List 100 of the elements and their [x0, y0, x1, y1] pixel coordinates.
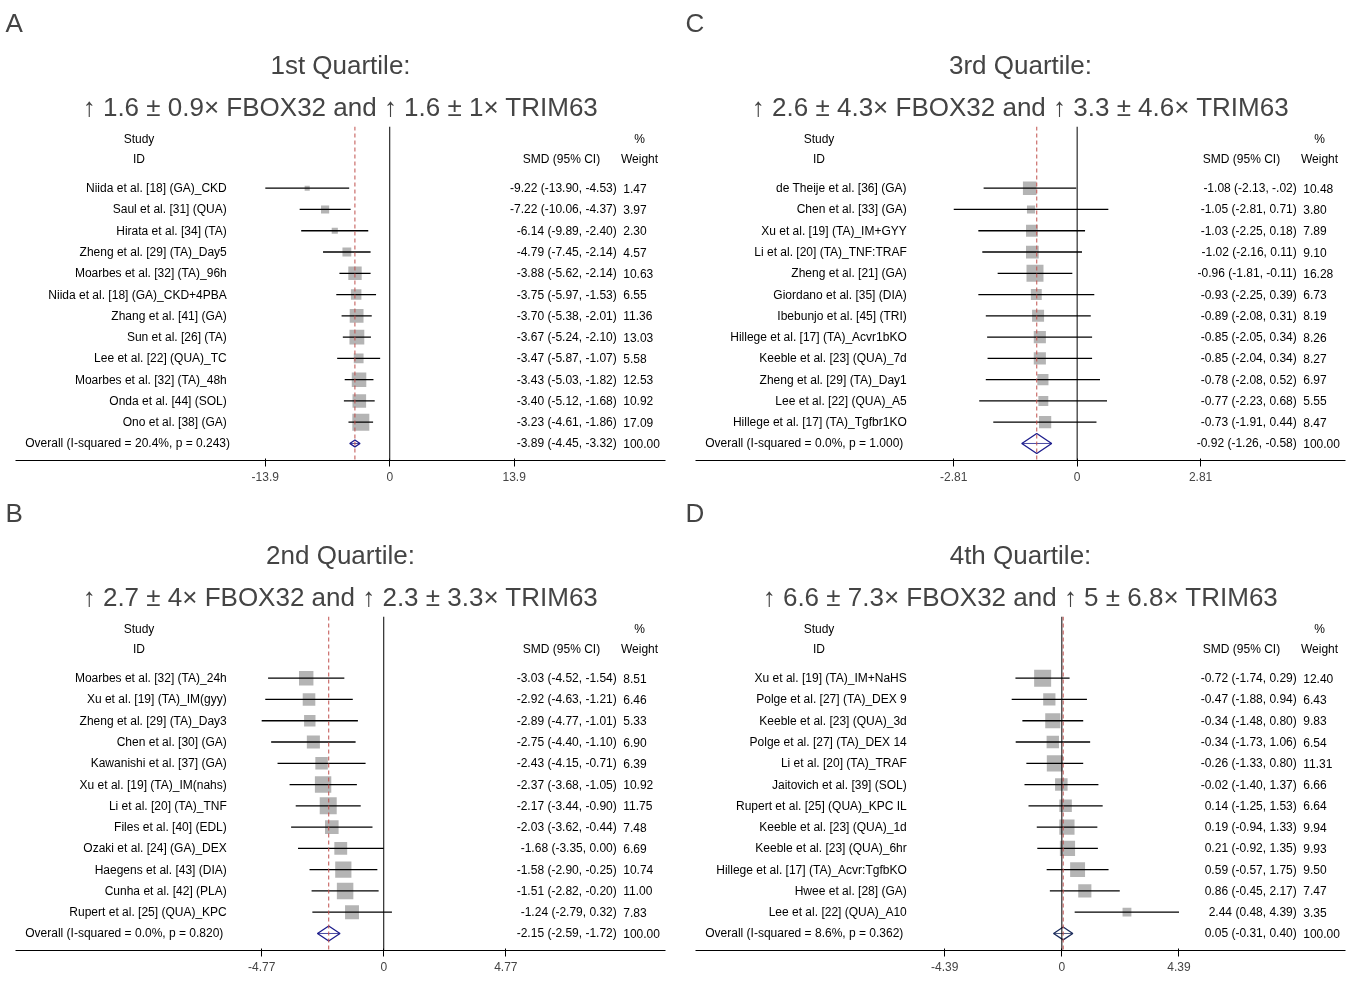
text: -0.47 (-1.88, 0.94)	[1200, 692, 1297, 707]
text: 0.21 (-0.92, 1.35)	[1204, 841, 1297, 856]
x-tick-label: -13.9	[251, 469, 280, 484]
y2-tick-label: 6.66	[1303, 778, 1327, 793]
text: -1.68 (-3.35, 0.00)	[520, 841, 617, 856]
y-tick-label: Polge et al. [27] (TA)_DEX 14	[749, 735, 908, 750]
y-tick-label: Xu et al. [19] (TA)_IM+NaHS	[754, 671, 907, 686]
y-tick-label: Kawanishi et al. [37] (GA)	[90, 756, 227, 771]
y-tick-label: Chen et al. [33] (GA)	[796, 202, 907, 217]
text: SMD (95% CI)	[1202, 642, 1281, 657]
y2-tick-label: 7.48	[623, 820, 647, 835]
chart-title: 1st Quartile:	[270, 49, 411, 80]
text: -0.92 (-1.26, -0.58)	[1196, 436, 1297, 451]
text: -3.70 (-5.38, -2.01)	[516, 308, 617, 323]
y-tick-label: de Theije et al. [36] (GA)	[776, 181, 907, 196]
text: %	[1314, 132, 1326, 147]
text: Weight	[620, 152, 659, 167]
y2-tick-label: 11.75	[623, 799, 653, 814]
y-tick-label: Lee et al. [22] (QUA)_A5	[775, 393, 908, 408]
y-tick-label: Moarbes et al. [32] (TA)_24h	[74, 671, 227, 686]
y-tick-label: Keeble et al. [23] (QUA)_7d	[759, 351, 907, 366]
y2-tick-label: 1.47	[623, 181, 647, 196]
text: -0.77 (-2.23, 0.68)	[1200, 393, 1297, 408]
text: -1.02 (-2.16, 0.11)	[1201, 245, 1297, 260]
text: ID	[133, 152, 146, 167]
y-tick-label: Files et al. [40] (EDL)	[114, 820, 227, 835]
y2-tick-label: 10.92	[623, 778, 654, 793]
y2-tick-label: 8.19	[1303, 309, 1327, 324]
y2-tick-label: 11.31	[1303, 756, 1333, 771]
y-tick-label: Jaitovich et al. [39] (SOL)	[772, 777, 907, 792]
text: D	[685, 497, 705, 528]
text: -0.93 (-2.25, 0.39)	[1200, 287, 1297, 302]
x-tick-label: 4.77	[494, 959, 518, 974]
text: -0.72 (-1.74, 0.29)	[1200, 671, 1297, 686]
text: -3.88 (-5.62, -2.14)	[516, 266, 617, 281]
text: -0.34 (-1.73, 1.06)	[1200, 735, 1297, 750]
y2-tick-label: 10.48	[1303, 181, 1334, 196]
text: -3.67 (-5.24, -2.10)	[516, 330, 617, 345]
text: -2.03 (-3.62, -0.44)	[516, 820, 617, 835]
y-tick-label: Overall (I-squared = 0.0%, p = 1.000)	[705, 436, 904, 451]
y2-tick-label: 5.58	[623, 351, 647, 366]
y-tick-label: Zheng et al. [29] (TA)_Day1	[759, 372, 908, 387]
y-tick-label: Cunha et al. [42] (PLA)	[104, 883, 227, 898]
y2-tick-label: 8.26	[1303, 330, 1327, 345]
y-tick-label: Li et al. [20] (TA)_TRAF	[780, 756, 907, 771]
y2-tick-label: 6.69	[623, 841, 647, 856]
text: -2.92 (-4.63, -1.21)	[516, 692, 617, 707]
text: -1.24 (-2.79, 0.32)	[520, 905, 617, 920]
text: -3.47 (-5.87, -1.07)	[516, 351, 617, 366]
text: -1.05 (-2.81, 0.71)	[1200, 202, 1297, 217]
text: -0.78 (-2.08, 0.52)	[1200, 372, 1297, 387]
chart-subtitle: ↑ 2.7 ± 4× FBOX32 and ↑ 2.3 ± 3.3× TRIM63	[82, 581, 598, 612]
text: -3.75 (-5.97, -1.53)	[516, 287, 617, 302]
y2-tick-label: 100.00	[1303, 436, 1341, 451]
x-tick-label: 13.9	[502, 469, 527, 484]
text: SMD (95% CI)	[522, 152, 601, 167]
y-tick-label: Polge et al. [27] (TA)_DEX 9	[756, 692, 908, 707]
text: -0.96 (-1.81, -0.11)	[1197, 266, 1297, 281]
y2-tick-label: 3.35	[1303, 905, 1327, 920]
text: 0.59 (-0.57, 1.75)	[1204, 862, 1297, 877]
text: -1.08 (-2.13, -.02)	[1203, 181, 1297, 196]
text: %	[634, 132, 646, 147]
text: -2.37 (-3.68, -1.05)	[516, 777, 617, 792]
text: B	[5, 497, 23, 528]
y2-tick-label: 3.97	[623, 202, 647, 217]
text: 2.44 (0.48, 4.39)	[1208, 905, 1297, 920]
y2-tick-label: 7.89	[1303, 224, 1327, 239]
y2-tick-label: 12.53	[623, 373, 654, 388]
y2-tick-label: 10.63	[623, 266, 654, 281]
y2-tick-label: 6.43	[1303, 692, 1327, 707]
text: -2.89 (-4.77, -1.01)	[516, 713, 617, 728]
y2-tick-label: 6.90	[623, 735, 647, 750]
x-tick-label: 4.39	[1167, 959, 1191, 974]
y-tick-label: Hillege et al. [17] (TA)_Acvr:TgfbKO	[716, 862, 907, 877]
text: Study	[803, 622, 835, 637]
y2-tick-label: 8.51	[623, 671, 647, 686]
y2-tick-label: 100.00	[623, 926, 661, 941]
text: -3.23 (-4.61, -1.86)	[516, 415, 617, 430]
text: 0.19 (-0.94, 1.33)	[1204, 820, 1297, 835]
y-tick-label: Li et al. [20] (TA)_TNF	[108, 798, 227, 813]
y2-tick-label: 100.00	[1303, 926, 1341, 941]
text: Study	[123, 622, 155, 637]
y-tick-label: Keeble et al. [23] (QUA)_3d	[759, 713, 907, 728]
y2-tick-label: 9.50	[1303, 863, 1327, 878]
y-tick-label: Moarbes et al. [32] (TA)_48h	[74, 372, 227, 387]
text: 0.05 (-0.31, 0.40)	[1204, 926, 1297, 941]
y2-tick-label: 2.30	[623, 224, 647, 239]
y-tick-label: Li et al. [20] (TA)_TNF:TRAF	[754, 245, 907, 260]
y2-tick-label: 16.28	[1303, 266, 1334, 281]
text: -3.43 (-5.03, -1.82)	[516, 372, 617, 387]
chart-subtitle: ↑ 6.6 ± 7.3× FBOX32 and ↑ 5 ± 6.8× TRIM63	[762, 581, 1278, 612]
y-tick-label: Lee et al. [22] (QUA)_TC	[94, 351, 228, 366]
y-tick-label: Rupert et al. [25] (QUA)_KPC IL	[736, 798, 908, 813]
y-tick-label: Ibebunjo et al. [45] (TRI)	[777, 308, 907, 323]
y-tick-label: Moarbes et al. [32] (TA)_96h	[74, 266, 227, 281]
y2-tick-label: 6.54	[1303, 735, 1327, 750]
y-tick-label: Xu et al. [19] (TA)_IM(nahs)	[79, 777, 227, 792]
text: Study	[123, 132, 155, 147]
text: -2.17 (-3.44, -0.90)	[516, 798, 617, 813]
x-tick-label: -4.39	[931, 959, 959, 974]
